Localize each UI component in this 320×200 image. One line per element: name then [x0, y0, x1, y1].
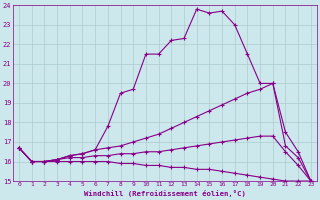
X-axis label: Windchill (Refroidissement éolien,°C): Windchill (Refroidissement éolien,°C): [84, 190, 246, 197]
